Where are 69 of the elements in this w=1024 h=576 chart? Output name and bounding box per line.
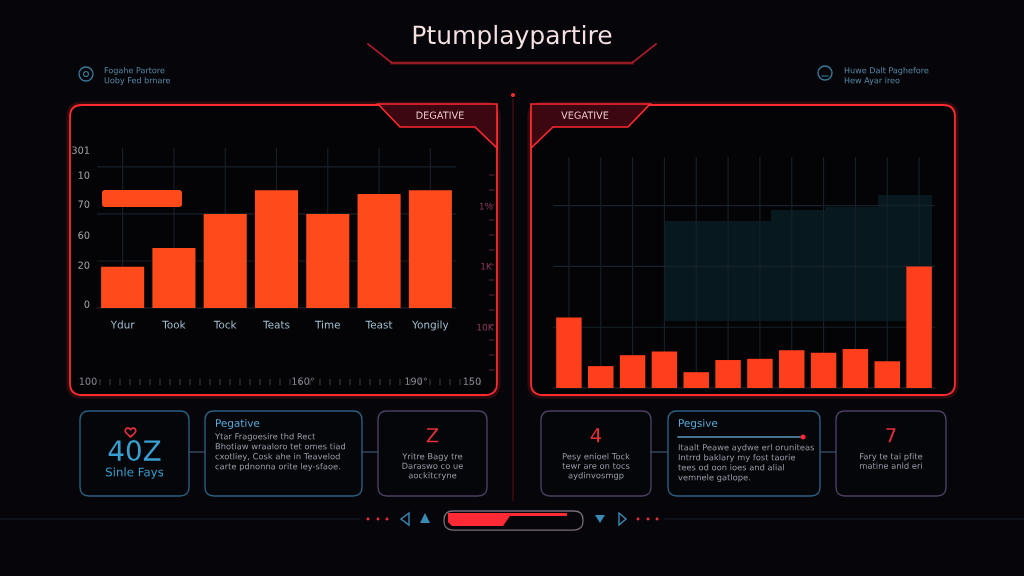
bar <box>747 358 773 388</box>
x-tick-label: Took <box>162 320 186 329</box>
bar <box>810 352 837 388</box>
bar <box>619 355 646 388</box>
bar <box>152 248 196 308</box>
text: 150 <box>463 377 481 385</box>
text: 10 <box>78 171 90 179</box>
bar <box>588 366 614 388</box>
x-tick-label: Teats <box>263 320 290 329</box>
bar <box>683 372 709 388</box>
bar <box>779 350 805 388</box>
text: Sinle Fays <box>105 467 164 479</box>
text: 301 <box>72 146 90 154</box>
text: Pesy enioel Tock <box>562 452 630 462</box>
text: 1K <box>481 262 493 270</box>
text: Fary te tai pfite <box>860 452 923 462</box>
text: 190° <box>405 377 427 385</box>
bar <box>306 213 350 308</box>
text: 7 <box>886 428 896 443</box>
text: Pegsive <box>679 418 718 430</box>
text: aockitcryne <box>408 471 457 481</box>
text: Z <box>426 428 439 443</box>
bar <box>357 193 401 308</box>
text: aydinvosmgp <box>568 471 624 481</box>
text: Uoby Fed brnare <box>104 77 171 85</box>
text: cxotliey, Cosk ahe in Teavelod <box>215 452 340 462</box>
text: 100 <box>79 377 97 385</box>
bar <box>874 361 900 388</box>
bar <box>101 266 145 308</box>
text: Daraswo co ue <box>402 462 463 469</box>
text: 10K <box>477 323 494 331</box>
text: Bhotiaw wraaloro tet omes tiad <box>215 442 345 450</box>
text: 40Z <box>108 440 161 462</box>
x-tick-label: Yongily <box>412 320 449 331</box>
text: 160° <box>292 377 314 385</box>
bar <box>203 213 247 308</box>
text: Fogahe Partore <box>104 67 165 75</box>
text: Itaalt Peawe aydwe erl oruniteas <box>678 443 814 453</box>
bar <box>906 266 932 388</box>
x-tick-label: Tock <box>213 320 237 329</box>
x-tick-label: Ydur <box>110 320 135 329</box>
text: 70 <box>78 200 90 208</box>
bar <box>842 349 869 388</box>
text: Pegative <box>216 418 260 430</box>
text: carte pdnonna orite ley-sfaoe. <box>215 462 340 472</box>
text: Intrrd baklary my fost taorie <box>678 453 796 463</box>
text: matine anld eri <box>860 462 922 469</box>
chart-title: DEGATIVE <box>416 111 464 119</box>
text: 20 <box>78 261 90 269</box>
bar <box>715 360 741 388</box>
text: Yritre Bagy tre <box>402 452 463 462</box>
bar <box>556 317 582 388</box>
text: Huwe Dalt Paghefore <box>844 67 929 75</box>
text: 60 <box>78 231 90 239</box>
bar <box>651 351 678 388</box>
text: Ptumplaypartire <box>413 24 612 50</box>
x-tick-label: Teast <box>365 320 393 329</box>
x-tick-label: Time <box>315 320 340 329</box>
text: vemnele gatlope. <box>678 473 750 483</box>
bar <box>254 190 299 308</box>
text: 1% <box>479 202 493 210</box>
chart-title: VEGATIVE <box>561 111 609 119</box>
text: 0 <box>84 300 90 308</box>
bar <box>408 190 452 308</box>
text: Ytar Fragoesire thd Rect <box>214 432 316 442</box>
text: tewr are on tocs <box>562 462 630 469</box>
text: tees od oon ioes and alial <box>678 463 784 471</box>
text: Hew Ayar ireo <box>844 77 900 85</box>
text: 4 <box>590 428 602 443</box>
